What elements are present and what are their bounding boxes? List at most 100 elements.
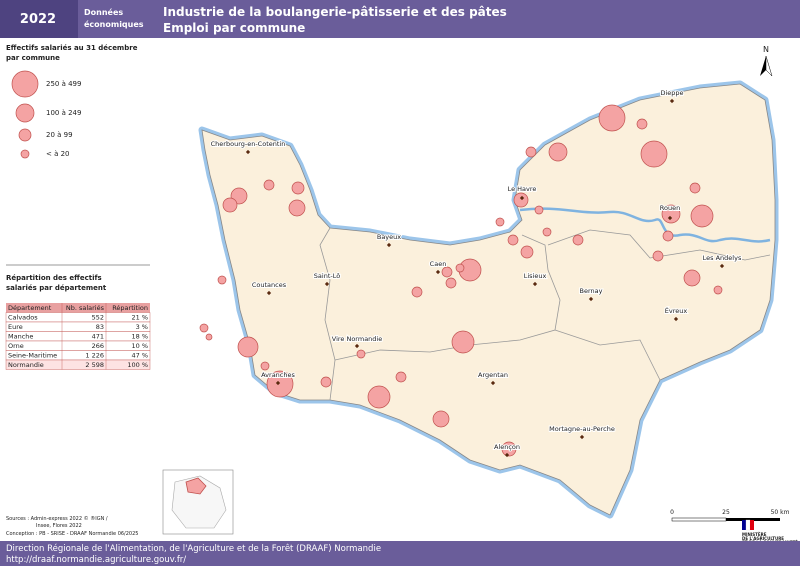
table-header: Répartition — [112, 304, 148, 312]
table-cell: 471 — [92, 333, 104, 341]
scale-bar — [671, 517, 727, 522]
legend-circle — [15, 103, 35, 123]
city-dot — [275, 380, 281, 386]
city-label: Lisieux — [524, 272, 547, 280]
circle — [507, 234, 519, 246]
circle — [548, 142, 568, 162]
circle — [525, 146, 537, 158]
legend-class: 250 à 499 — [46, 80, 81, 88]
circle — [288, 199, 306, 217]
logo-text: MINISTÈRE — [742, 532, 767, 537]
table-cell: 47 % — [131, 352, 148, 360]
footer-url: http://draaf.normandie.agriculture.gouv.… — [6, 555, 186, 565]
table-title: salariés par département — [6, 284, 107, 292]
table-header: Nb. salariés — [66, 304, 105, 312]
circle — [266, 370, 294, 398]
cities: Dieppe Cherbourg-en-Cotentin Le Havre Rouen… — [210, 88, 743, 458]
border — [334, 234, 561, 361]
circle — [598, 104, 626, 132]
circle — [662, 230, 674, 242]
circle — [652, 250, 664, 262]
table-row-bg — [5, 359, 151, 370]
title: Industrie de la boulangerie-pâtisserie e… — [163, 5, 507, 19]
legend-circle — [11, 70, 39, 98]
table-cell: Eure — [8, 323, 23, 331]
city-label: Caen — [430, 260, 447, 268]
city-label: Argentan — [478, 371, 508, 379]
city-dot — [324, 281, 330, 287]
circle — [441, 266, 453, 278]
table-header-bg — [6, 303, 150, 313]
table-row-bg — [5, 321, 151, 332]
circle — [636, 118, 648, 130]
table-cell: Calvados — [8, 314, 38, 322]
category: Données — [84, 7, 123, 17]
footer-org: Direction Régionale de l'Alimentation, d… — [6, 543, 381, 554]
circle — [260, 361, 270, 371]
table-cell: 83 — [96, 323, 104, 331]
circle — [199, 323, 209, 333]
circle — [683, 269, 701, 287]
circle — [572, 234, 584, 246]
city-label: Avranches — [261, 371, 295, 379]
source: Insee, Flores 2022 — [36, 523, 82, 529]
circle — [689, 182, 701, 194]
city-dot — [579, 434, 585, 440]
city-label: Dieppe — [660, 89, 683, 97]
city-dot — [490, 380, 496, 386]
circle — [395, 371, 407, 383]
table-cell: Seine-Maritime — [8, 352, 57, 360]
city-label: Saint-Lô — [314, 272, 340, 280]
logo-text: DE L'AGRICULTURE — [742, 536, 784, 541]
circle — [534, 205, 544, 215]
circle — [291, 181, 305, 195]
year: 2022 — [20, 12, 56, 27]
city-dot — [673, 316, 679, 322]
legend-title: par commune — [6, 54, 60, 62]
legend-title: Effectifs salariés au 31 décembre — [6, 44, 138, 52]
city-dot — [519, 195, 525, 201]
legend-class: 20 à 99 — [46, 131, 73, 139]
circle — [520, 245, 534, 259]
table-cell: Orne — [8, 342, 24, 350]
table-cell: 3 % — [136, 323, 148, 331]
circle — [455, 263, 465, 273]
table-cell: Normandie — [8, 361, 44, 369]
circle — [263, 179, 275, 191]
city-label: Bernay — [580, 287, 603, 295]
table-cell: 552 — [92, 314, 104, 322]
north-arrow — [760, 56, 766, 76]
table-header: Département — [8, 304, 52, 312]
map: Dieppe Cherbourg-en-Cotentin Le Havre Rouen… — [162, 45, 790, 535]
city-dot — [504, 452, 510, 458]
table-cell: 266 — [92, 342, 104, 350]
city-label: Vire Normandie — [332, 335, 382, 343]
city-dot — [667, 215, 673, 221]
city-dot — [354, 343, 360, 349]
circle — [222, 197, 238, 213]
city-label: Les Andelys — [703, 254, 742, 262]
table-cell: 2 598 — [85, 361, 104, 369]
table: Département Nb. salariés Répartition Calvad… — [5, 303, 151, 370]
circle — [320, 376, 332, 388]
flag — [742, 520, 746, 530]
city-label: Le Havre — [508, 185, 537, 193]
city-label: Alençon — [494, 443, 520, 451]
circle — [513, 192, 529, 208]
circle — [356, 349, 366, 359]
circle — [451, 330, 475, 354]
city-dot — [719, 263, 725, 269]
inset-france — [171, 475, 227, 529]
legend-class: 100 à 249 — [46, 109, 81, 117]
legend-symbols — [11, 70, 39, 159]
circle — [690, 204, 714, 228]
table-cell: Manche — [8, 333, 33, 341]
circle — [640, 140, 668, 168]
circle — [432, 410, 450, 428]
city-label: Rouen — [660, 204, 680, 212]
city-dot — [532, 281, 538, 287]
table-row-bg — [5, 340, 151, 351]
city-label: Bayeux — [377, 233, 401, 241]
flag — [745, 519, 751, 531]
source: Conception : PB - SRISE - DRAAF Normandi… — [6, 531, 138, 537]
